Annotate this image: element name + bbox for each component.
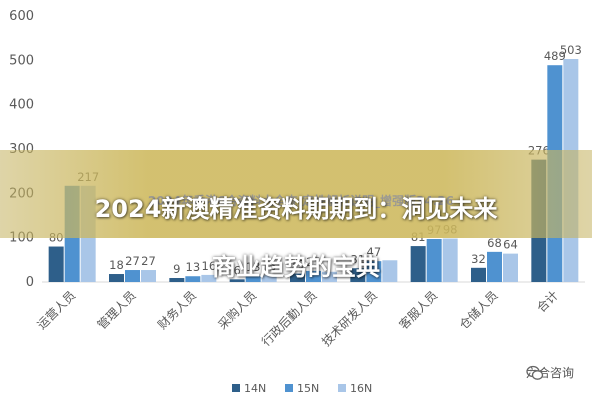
data-label: 64 bbox=[503, 238, 518, 252]
bar-14N-6 bbox=[410, 246, 426, 282]
headline-banner bbox=[0, 150, 592, 238]
data-label: 13 bbox=[186, 260, 201, 274]
legend-swatch-16N bbox=[338, 384, 346, 392]
data-label: 9 bbox=[173, 262, 180, 276]
category-label: 仓储人员 bbox=[456, 288, 501, 333]
bar-14N-4 bbox=[290, 273, 305, 282]
bar-15N-5 bbox=[366, 261, 382, 282]
legend-label-15N: 15N bbox=[297, 382, 319, 395]
data-label: 6 bbox=[234, 263, 241, 277]
legend-label-14N: 14N bbox=[244, 382, 266, 395]
bar-15N-2 bbox=[185, 276, 201, 282]
bar-15N-7 bbox=[487, 251, 502, 282]
bar-14N-5 bbox=[350, 268, 366, 282]
legend-swatch-14N bbox=[232, 384, 240, 392]
wechat-icon bbox=[526, 365, 544, 380]
category-label: 运营人员 bbox=[34, 288, 78, 332]
category-label: 行政后勤人员 bbox=[259, 288, 320, 349]
y-tick-label: 600 bbox=[9, 9, 34, 24]
data-label: 16 bbox=[202, 259, 217, 273]
bar-16N-4 bbox=[322, 271, 337, 282]
bar-15N-3 bbox=[245, 276, 261, 282]
data-label: 15 bbox=[262, 259, 277, 273]
bar-15N-1 bbox=[125, 270, 140, 282]
category-label: 客服人员 bbox=[396, 288, 441, 333]
bar-15N-4 bbox=[306, 270, 321, 282]
data-label: 18 bbox=[109, 258, 124, 272]
data-label: 32 bbox=[471, 252, 486, 266]
category-label: 采购人员 bbox=[215, 288, 260, 333]
data-label: 27 bbox=[141, 254, 156, 268]
category-label: 财务人员 bbox=[154, 288, 199, 333]
bar-16N-3 bbox=[261, 275, 277, 282]
bar-16N-1 bbox=[141, 270, 156, 282]
bar-16N-5 bbox=[382, 260, 398, 282]
data-label: 489 bbox=[544, 49, 566, 63]
bar-14N-2 bbox=[169, 278, 185, 282]
data-label: 27 bbox=[125, 254, 140, 268]
headline-line-2: 商业趋势的宝典 bbox=[212, 253, 380, 281]
bar-14N-0 bbox=[48, 246, 64, 282]
category-label: 合计 bbox=[533, 288, 561, 316]
watermark-text: 2024年香港6合资料大全查,定性解析说明_增强版34.26 bbox=[147, 194, 455, 208]
bar-16N-2 bbox=[201, 274, 217, 282]
data-label: 68 bbox=[487, 236, 502, 250]
category-label: 管理人员 bbox=[94, 288, 139, 333]
bar-15N-6 bbox=[426, 238, 442, 282]
data-label: 503 bbox=[560, 43, 582, 57]
headline-title[interactable]: 2024新澳精准资料期期到：洞见未来 商业趋势的宝典 bbox=[0, 166, 592, 282]
data-label: 19 bbox=[290, 258, 305, 272]
bar-16N-6 bbox=[442, 238, 458, 282]
category-label: 技术研发人员 bbox=[318, 288, 380, 350]
y-tick-label: 500 bbox=[9, 53, 34, 68]
data-label: 47 bbox=[367, 245, 382, 259]
bar-14N-3 bbox=[229, 279, 245, 282]
bar-14N-1 bbox=[109, 274, 124, 282]
y-tick-label: 400 bbox=[9, 98, 34, 113]
headline-line-1: 2024新澳精准资料期期到：洞见未来 bbox=[94, 195, 498, 223]
bar-14N-7 bbox=[471, 267, 486, 282]
y-tick-label: 0 bbox=[26, 275, 34, 290]
data-label: 13 bbox=[246, 260, 261, 274]
legend-swatch-15N bbox=[285, 384, 293, 392]
legend-label-16N: 16N bbox=[350, 382, 372, 395]
brand-badge: 六合咨询 bbox=[526, 364, 574, 381]
data-label: 31 bbox=[351, 252, 366, 266]
bar-16N-7 bbox=[503, 253, 518, 282]
data-label: 25 bbox=[306, 255, 321, 269]
